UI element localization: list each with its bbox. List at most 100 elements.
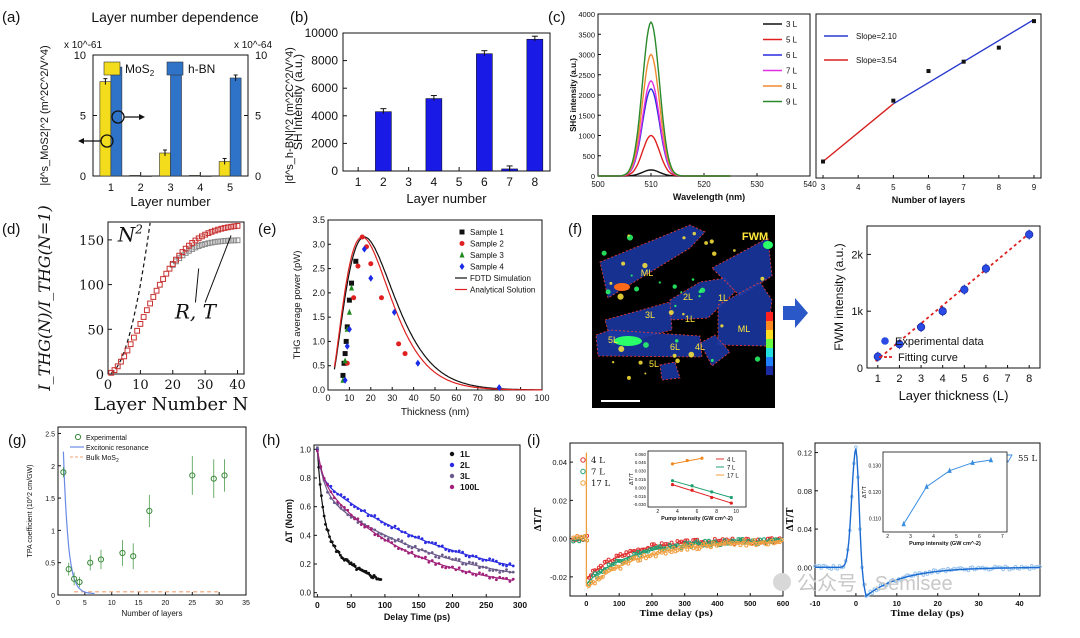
data-point-4 L bbox=[677, 540, 682, 545]
flake-outline bbox=[595, 329, 703, 358]
bright-spot bbox=[668, 310, 674, 316]
data-point-3L bbox=[332, 501, 336, 505]
data-point-3L bbox=[315, 446, 319, 450]
data-point-3L bbox=[454, 557, 458, 561]
inset-point bbox=[700, 456, 704, 460]
data-point bbox=[821, 159, 826, 164]
data-point-red bbox=[163, 270, 170, 277]
panel-h: (h) 0.0 0.2 0.4 0.6 0.8 1.0 0 50 100 150 200 250 300 1… bbox=[262, 432, 527, 622]
y-tick-label: 0.04 bbox=[797, 525, 812, 534]
data-point-2L bbox=[427, 540, 431, 544]
data-point-1L bbox=[337, 550, 341, 554]
watermark-icon bbox=[773, 573, 791, 591]
data-point-7 L bbox=[750, 538, 755, 543]
data-point-Sample 2 bbox=[402, 351, 408, 357]
data-point bbox=[76, 578, 83, 586]
data-point-3L bbox=[349, 515, 353, 519]
data-point-red bbox=[211, 227, 218, 234]
data-point-55L bbox=[829, 567, 834, 571]
data-point-4 L bbox=[767, 536, 772, 541]
data-point-100L bbox=[474, 573, 478, 577]
data-point-3L bbox=[505, 568, 508, 571]
data-point-17 L bbox=[708, 545, 713, 550]
bar-MoS2 bbox=[129, 175, 141, 177]
x-tick-label: 15 bbox=[135, 600, 143, 607]
x-tick-label: 510 bbox=[644, 180, 658, 189]
data-point bbox=[189, 472, 196, 479]
data-point-2L bbox=[363, 509, 367, 512]
x-tick-label: 20 bbox=[162, 600, 170, 607]
inset-y-label: ΔT/T bbox=[629, 472, 635, 485]
bright-spot bbox=[712, 251, 717, 256]
data-point-1L bbox=[320, 494, 323, 498]
data-point-17 L bbox=[577, 535, 582, 540]
x-tick-label: 540 bbox=[803, 180, 817, 189]
data-point-7 L bbox=[687, 540, 692, 545]
x-tick-label: 100 bbox=[378, 600, 392, 610]
bright-spot bbox=[710, 358, 714, 362]
legend-label: 5 L bbox=[786, 36, 798, 45]
x-tick-label: 6 bbox=[926, 183, 931, 192]
inset-y-tick: -0.015 bbox=[633, 494, 646, 499]
data-point-17 L bbox=[653, 554, 658, 559]
legend-label: 3L bbox=[460, 471, 470, 481]
data-point-gray bbox=[215, 238, 221, 245]
flow-arrow bbox=[783, 298, 808, 328]
data-point-1L bbox=[368, 573, 372, 577]
y-tick-label: 1.0 bbox=[300, 445, 312, 454]
y-axis-label: TPA coefficient (10^2 cm/GW) bbox=[27, 465, 34, 558]
x-tick-label: 8 bbox=[997, 183, 1002, 192]
data-point-red bbox=[137, 321, 144, 327]
data-point-100L bbox=[400, 547, 404, 551]
scale-left: x 10^-61 bbox=[64, 40, 102, 51]
region-label: 1L bbox=[685, 314, 695, 324]
data-point-red bbox=[153, 287, 160, 294]
data-point-100L bbox=[491, 575, 495, 579]
data-point-100L bbox=[457, 566, 461, 570]
data-point-100L bbox=[501, 576, 505, 580]
legend-label: 7 L bbox=[591, 468, 605, 478]
y-tick-label: 0 bbox=[591, 172, 595, 181]
data-point-3L bbox=[430, 551, 434, 554]
data-point-17 L bbox=[634, 555, 639, 560]
inset-point bbox=[901, 520, 906, 527]
fit-1L bbox=[316, 449, 382, 580]
bright-spot bbox=[709, 239, 714, 244]
x-tick-label: 7 bbox=[1005, 373, 1011, 385]
data-point-red bbox=[176, 252, 183, 259]
data-point-2L bbox=[349, 503, 353, 507]
inset-y-tick: 0.130 bbox=[868, 463, 881, 469]
data-point-17 L bbox=[681, 543, 686, 548]
data-point-17 L bbox=[579, 534, 584, 539]
legend-label: Sample 3 bbox=[470, 251, 504, 260]
data-point-3L bbox=[488, 568, 492, 572]
y-axis-label: SHG intensity (a.u.) bbox=[569, 58, 578, 132]
chart-title: Layer number dependence bbox=[91, 9, 259, 25]
data-point-100L bbox=[430, 559, 434, 562]
x-tick-label: 40 bbox=[1015, 599, 1023, 608]
data-point-100L bbox=[498, 575, 502, 579]
data-point-2L bbox=[359, 509, 363, 513]
y-tick-label: 0 bbox=[255, 171, 261, 183]
data-point-100L bbox=[315, 449, 319, 453]
data-point-2L bbox=[451, 549, 454, 553]
data-point-100L bbox=[484, 573, 488, 577]
data-point-17 L bbox=[644, 556, 649, 561]
data-point-2L bbox=[484, 558, 488, 562]
data-point-2L bbox=[444, 548, 448, 551]
data-point-3L bbox=[508, 570, 512, 574]
y-tick-label: 4000 bbox=[578, 10, 595, 19]
legend-marker bbox=[580, 468, 586, 475]
panel-b: (b) 0 2000 4000 6000 8000 10000 1 2 3 4 5 6 7 8 Layer n… bbox=[290, 9, 551, 206]
inset-y-tick: 0.030 bbox=[635, 469, 647, 474]
data-point-red bbox=[205, 230, 212, 237]
inset-y-tick: 0.045 bbox=[635, 460, 647, 465]
y-tick-label: 0.08 bbox=[797, 487, 812, 496]
bright-spot bbox=[609, 281, 613, 285]
data-point-1L bbox=[371, 576, 375, 580]
legend-marker bbox=[459, 263, 465, 270]
bright-spot bbox=[682, 236, 686, 240]
flake-outline bbox=[659, 361, 681, 381]
legend-label: Slope=2.10 bbox=[856, 32, 897, 41]
